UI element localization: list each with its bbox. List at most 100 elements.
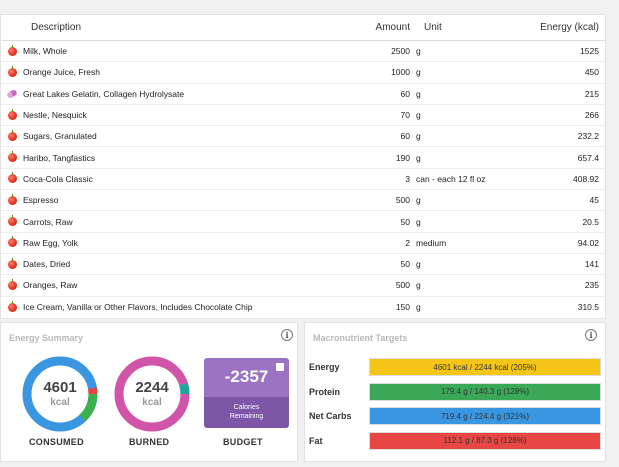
table-row[interactable]: Orange Juice, Fresh 1000 g 450 <box>1 62 605 84</box>
food-amount[interactable]: 2 <box>405 237 410 248</box>
consumed-value: 4601 <box>43 379 77 396</box>
energy-summary-panel: Energy Summary i 4601 kcal CONSUMED 2244… <box>0 322 298 462</box>
macronutrient-targets-panel: Macronutrient Targets i Energy 4601 kcal … <box>304 322 606 462</box>
food-unit[interactable]: can - each 12 fl oz <box>416 173 486 184</box>
food-energy: 141 <box>584 259 599 270</box>
table-row[interactable]: Haribo, Tangfastics 190 g 657.4 <box>1 147 605 169</box>
table-body: Milk, Whole 2500 g 1525 Orange Juice, Fresh 1… <box>1 41 605 318</box>
food-description: Espresso <box>23 195 59 206</box>
food-unit[interactable]: g <box>416 110 421 121</box>
food-amount[interactable]: 500 <box>395 195 410 206</box>
info-icon[interactable]: i <box>585 329 597 341</box>
food-amount[interactable]: 1000 <box>391 67 410 78</box>
column-header-amount[interactable]: Amount <box>375 22 410 33</box>
food-unit[interactable]: g <box>416 46 421 57</box>
food-amount[interactable]: 70 <box>400 110 410 121</box>
food-unit[interactable]: g <box>416 67 421 78</box>
table-row[interactable]: Nestle, Nesquick 70 g 266 <box>1 105 605 127</box>
food-unit[interactable]: medium <box>416 237 447 248</box>
macro-progress-bar[interactable]: 179.4 g / 140.3 g (128%) <box>369 382 601 401</box>
table-row[interactable]: Carrots, Raw 50 g 20.5 <box>1 211 605 233</box>
food-energy: 20.5 <box>582 216 599 227</box>
table-row[interactable]: Milk, Whole 2500 g 1525 <box>1 41 605 63</box>
info-icon[interactable]: i <box>281 329 293 341</box>
food-energy: 94.02 <box>577 237 599 248</box>
food-amount[interactable]: 60 <box>400 88 410 99</box>
energy-summary-title: Energy Summary <box>9 333 84 343</box>
consumed-ring-protein <box>22 356 98 432</box>
column-header-energy[interactable]: Energy (kcal) <box>540 22 599 33</box>
food-amount[interactable]: 3 <box>405 173 410 184</box>
food-description: Carrots, Raw <box>23 216 73 227</box>
macro-progress-bar[interactable]: 4601 kcal / 2244 kcal (205%) <box>369 358 601 376</box>
consumed-donut[interactable]: 4601 kcal <box>21 355 99 433</box>
consumed-ring-chart <box>22 356 98 432</box>
food-description: Raw Egg, Yolk <box>23 237 78 248</box>
macro-progress-bar[interactable]: 112.1 g / 87.3 g (128%) <box>369 431 601 450</box>
table-row[interactable]: Coca-Cola Classic 3 can - each 12 fl oz 408… <box>1 169 605 191</box>
macro-label: Energy <box>309 362 340 372</box>
table-row[interactable]: Ice Cream, Vanilla or Other Flavors, Inc… <box>1 297 605 318</box>
food-unit[interactable]: g <box>416 195 421 206</box>
food-amount[interactable]: 190 <box>395 152 410 163</box>
consumed-unit: kcal <box>50 397 70 408</box>
food-description: Ice Cream, Vanilla or Other Flavors, Inc… <box>23 302 253 313</box>
burned-donut[interactable]: 2244 kcal <box>113 355 191 433</box>
macro-row-protein: Protein 179.4 g / 140.3 g (128%) <box>309 382 601 402</box>
apple-icon <box>7 193 17 205</box>
food-unit[interactable]: g <box>416 259 421 270</box>
budget-badge-icon <box>276 363 284 371</box>
food-energy: 235 <box>584 280 599 291</box>
burned-label: BURNED <box>129 437 170 447</box>
food-unit[interactable]: g <box>416 302 421 313</box>
apple-icon <box>7 215 17 227</box>
food-unit[interactable]: g <box>416 88 421 99</box>
table-row[interactable]: Great Lakes Gelatin, Collagen Hydrolysat… <box>1 84 605 105</box>
apple-icon <box>7 236 17 248</box>
food-description: Haribo, Tangfastics <box>23 152 96 163</box>
food-amount[interactable]: 150 <box>395 302 410 313</box>
budget-caption-line1: Calories <box>233 404 260 411</box>
table-row[interactable]: Dates, Dried 50 g 141 <box>1 254 605 276</box>
food-description: Coca-Cola Classic <box>23 173 93 184</box>
table-row[interactable]: Sugars, Granulated 60 g 232.2 <box>1 126 605 148</box>
food-unit[interactable]: g <box>416 216 421 227</box>
apple-icon <box>7 300 17 312</box>
food-amount[interactable]: 500 <box>395 280 410 291</box>
table-row[interactable]: Raw Egg, Yolk 2 medium 94.02 <box>1 233 605 254</box>
food-amount[interactable]: 50 <box>400 216 410 227</box>
food-unit[interactable]: g <box>416 280 421 291</box>
food-energy: 310.5 <box>577 302 599 313</box>
food-unit[interactable]: g <box>416 152 421 163</box>
macro-label: Fat <box>309 435 323 446</box>
burned-ring-activity <box>114 356 190 432</box>
burned-value: 2244 <box>135 379 169 396</box>
burned-ring-chart <box>114 356 190 432</box>
table-row[interactable]: Oranges, Raw 500 g 235 <box>1 275 605 297</box>
budget-card[interactable]: -2357 Calories Remaining <box>204 358 289 428</box>
table-header: Description Amount Unit Energy (kcal) <box>1 15 605 41</box>
macro-row-fat: Fat 112.1 g / 87.3 g (128%) <box>309 431 601 451</box>
column-header-description[interactable]: Description <box>31 22 82 33</box>
food-energy: 266 <box>584 110 599 121</box>
macro-progress-bar[interactable]: 719.4 g / 224.4 g (321%) <box>369 407 601 425</box>
apple-icon <box>7 65 17 77</box>
burned-unit: kcal <box>142 397 162 408</box>
food-description: Milk, Whole <box>23 46 67 57</box>
macro-targets-title: Macronutrient Targets <box>313 333 408 343</box>
macro-row-energy: Energy 4601 kcal / 2244 kcal (205%) <box>309 357 601 377</box>
apple-icon <box>7 257 17 269</box>
food-energy: 408.92 <box>573 173 599 184</box>
column-header-unit[interactable]: Unit <box>424 22 442 33</box>
apple-icon <box>7 44 17 56</box>
budget-value: -2357 <box>224 367 269 386</box>
apple-icon <box>7 129 17 141</box>
food-amount[interactable]: 50 <box>400 259 410 270</box>
food-amount[interactable]: 2500 <box>391 46 410 57</box>
budget-caption-line2: Remaining <box>229 413 264 420</box>
food-unit[interactable]: g <box>416 131 421 142</box>
food-amount[interactable]: 60 <box>400 131 410 142</box>
table-row[interactable]: Espresso 500 g 45 <box>1 190 605 212</box>
macro-label: Net Carbs <box>309 411 352 421</box>
